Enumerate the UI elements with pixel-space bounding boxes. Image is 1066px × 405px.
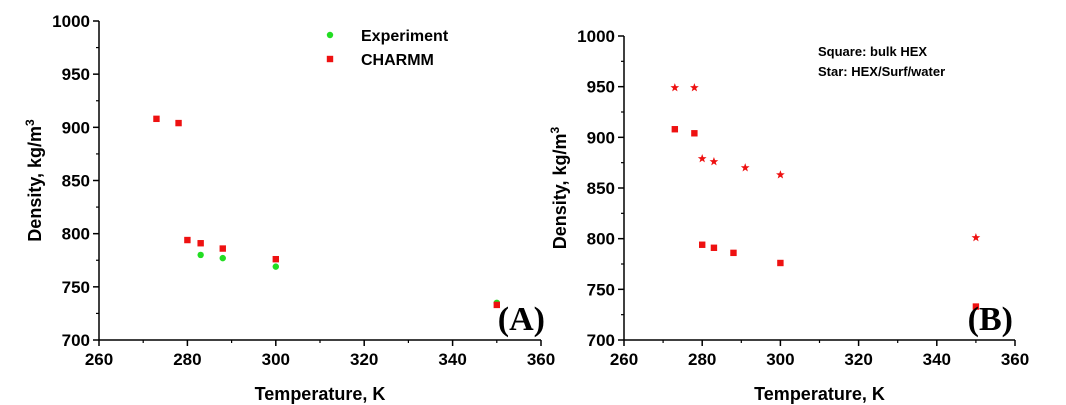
data-point-square xyxy=(710,244,718,251)
y-tick-label: 950 xyxy=(587,78,615,97)
y-tick-label: 850 xyxy=(62,172,90,191)
data-point-square xyxy=(153,115,160,123)
series-0 xyxy=(671,126,980,310)
series-1 xyxy=(153,115,500,309)
y-tick-label: 1000 xyxy=(577,27,615,46)
y-axis-label-superscript: 3 xyxy=(548,126,562,133)
data-point-square xyxy=(699,241,706,248)
data-point-star xyxy=(971,233,981,242)
data-point-square xyxy=(197,240,204,247)
legend: Experiment CHARMM xyxy=(326,28,449,69)
y-tick-label: 950 xyxy=(62,65,90,84)
legend-marker-square xyxy=(326,55,334,63)
data-point-square xyxy=(272,255,279,263)
y-tick-label: 750 xyxy=(62,278,90,297)
x-tick-label: 360 xyxy=(1001,350,1029,369)
legend-label: Experiment xyxy=(361,28,449,45)
data-point-square xyxy=(691,130,698,137)
data-point-square xyxy=(972,303,980,310)
x-tick-label: 300 xyxy=(766,350,794,369)
data-point-star xyxy=(697,154,707,163)
x-tick-label: 260 xyxy=(85,350,113,369)
x-tick-label: 340 xyxy=(923,350,951,369)
data-point-star xyxy=(670,83,680,92)
x-tick-label: 360 xyxy=(527,350,555,369)
data-point-square xyxy=(219,245,226,252)
data-point-star xyxy=(740,163,750,172)
y-tick-label: 700 xyxy=(587,331,615,350)
data-point-star xyxy=(776,170,785,179)
x-tick-label: 280 xyxy=(173,350,201,369)
y-tick-label: 1000 xyxy=(52,12,90,31)
data-point-square xyxy=(493,301,500,309)
y-tick-label: 800 xyxy=(587,230,615,249)
data-point-circle xyxy=(272,263,279,270)
data-point-square xyxy=(184,236,191,244)
y-tick-label: 900 xyxy=(587,128,615,147)
panel-a: 260 280 300 320 340 360 700 750 800 850 900 950 1000… xyxy=(23,12,555,404)
data-point-star xyxy=(709,157,719,166)
data-point-square xyxy=(671,126,679,133)
x-tick-label: 320 xyxy=(350,350,378,369)
panel-b: 260 280 300 320 340 360 700 750 800 850 900 950 1000… xyxy=(548,27,1029,404)
y-tick-label: 800 xyxy=(62,225,90,244)
panel-label: (A) xyxy=(498,301,545,338)
data-point-circle xyxy=(219,254,226,262)
annotation-text: Square: bulk HEX xyxy=(818,44,927,59)
legend-marker-circle xyxy=(326,31,334,39)
data-point-circle xyxy=(197,251,204,259)
data-point-square xyxy=(777,259,784,267)
x-axis-label: Temperature, K xyxy=(754,384,885,404)
y-tick-label: 900 xyxy=(62,118,90,137)
x-tick-label: 300 xyxy=(262,350,290,369)
series-1 xyxy=(670,83,981,242)
data-point-square xyxy=(730,249,737,257)
x-tick-label: 320 xyxy=(844,350,872,369)
series-0 xyxy=(197,251,500,306)
data-point-star xyxy=(690,83,699,92)
legend-label: CHARMM xyxy=(361,52,434,69)
y-axis-label: Density, kg/m3 xyxy=(548,126,570,249)
x-tick-label: 280 xyxy=(688,350,716,369)
y-tick-label: 750 xyxy=(587,280,615,299)
data-point-square xyxy=(175,119,182,127)
x-tick-label: 260 xyxy=(610,350,638,369)
y-tick-label: 850 xyxy=(587,179,615,198)
y-axis-label: Density, kg/m3 xyxy=(23,119,45,242)
x-axis-label: Temperature, K xyxy=(255,384,386,404)
annotation-text: Star: HEX/Surf/water xyxy=(818,64,945,79)
y-axis-label-superscript: 3 xyxy=(23,119,37,126)
x-tick-label: 340 xyxy=(438,350,466,369)
panel-label: (B) xyxy=(968,301,1013,338)
y-tick-label: 700 xyxy=(62,331,90,350)
